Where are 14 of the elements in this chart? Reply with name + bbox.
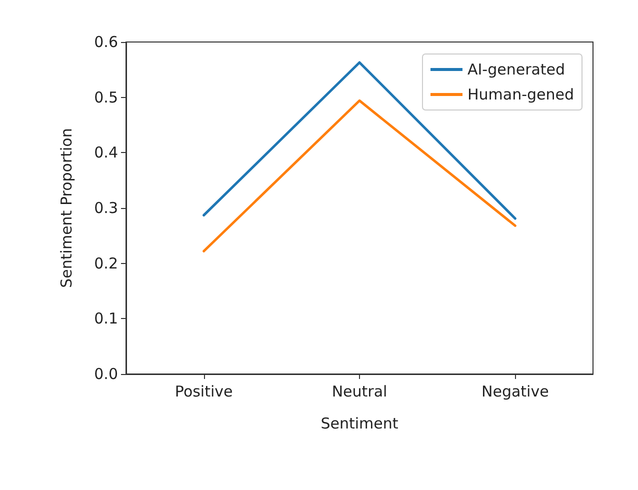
- x-tick-label: Positive: [174, 382, 233, 400]
- y-tick-label: 0.1: [94, 310, 118, 328]
- legend-label: Human-gened: [467, 86, 574, 104]
- y-tick-label: 0.4: [94, 144, 118, 162]
- x-axis-title: Sentiment: [320, 414, 398, 432]
- y-tick-label: 0.0: [94, 365, 118, 383]
- legend-label: AI-generated: [467, 60, 566, 78]
- y-axis-title: Sentiment Proportion: [58, 128, 76, 288]
- x-tick-label: Neutral: [332, 382, 388, 400]
- y-tick-label: 0.5: [94, 88, 118, 106]
- y-tick-label: 0.3: [94, 199, 118, 217]
- y-tick-label: 0.2: [94, 254, 118, 272]
- y-tick-label: 0.6: [94, 33, 118, 51]
- x-tick-label: Negative: [482, 382, 549, 400]
